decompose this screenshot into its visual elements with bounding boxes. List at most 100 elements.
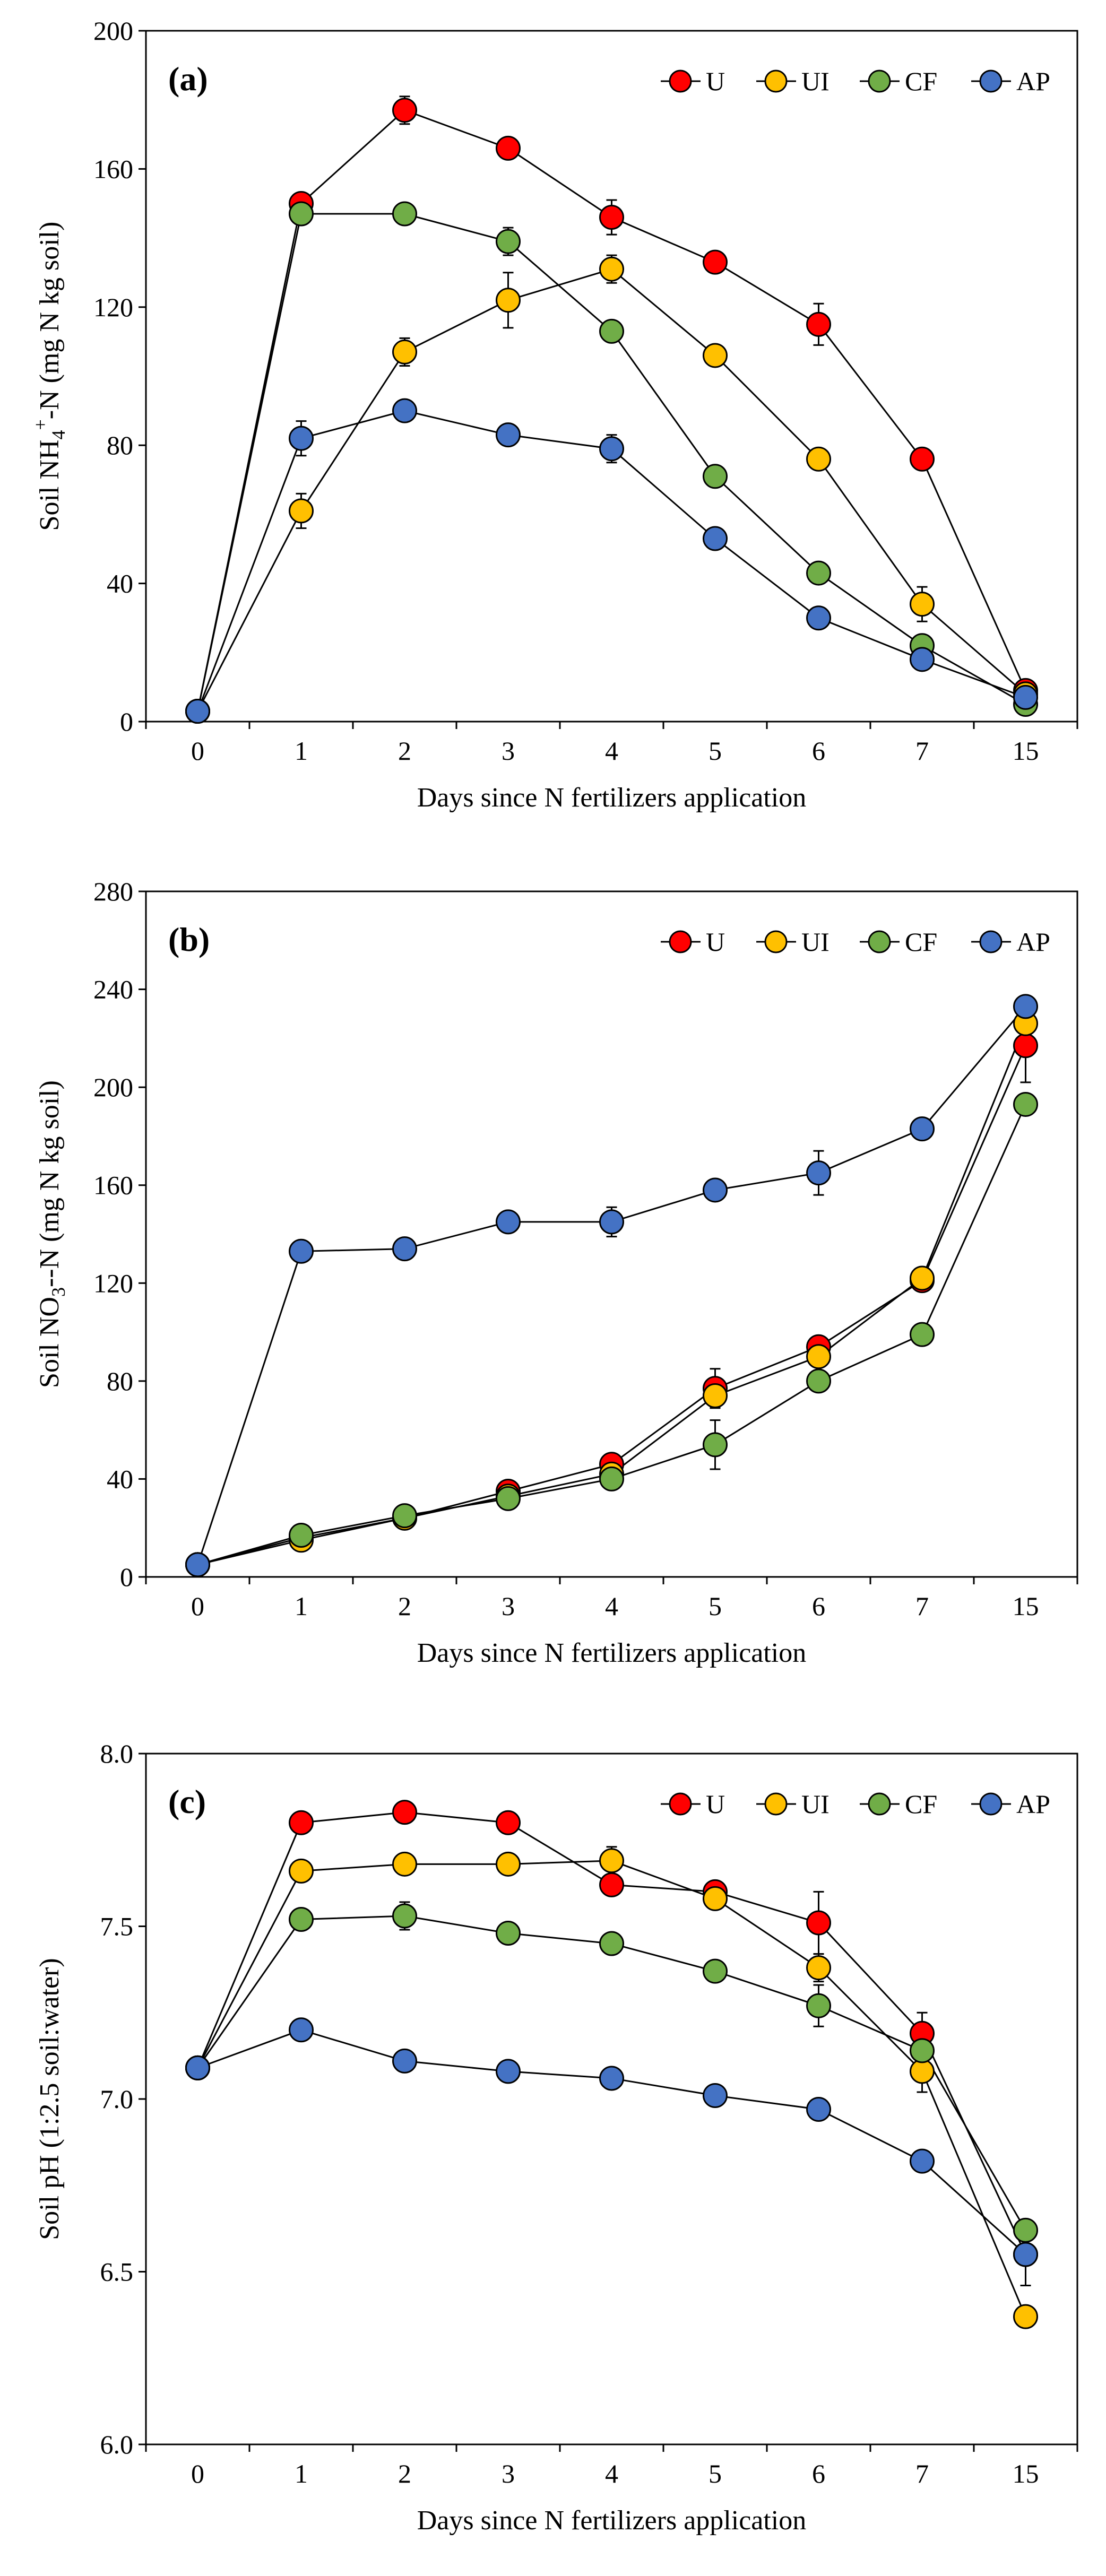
x-tick-label: 5 <box>708 1591 722 1621</box>
data-point-ui <box>289 498 314 524</box>
data-point-ap <box>806 605 831 631</box>
x-axis-title: Days since N fertilizers application <box>417 783 807 813</box>
x-tick-label: 0 <box>191 1591 204 1621</box>
x-axis-title: Days since N fertilizers application <box>417 1638 807 1668</box>
y-tick-label: 0 <box>120 707 133 736</box>
data-point-ui <box>1013 2304 1038 2329</box>
y-tick-label: 280 <box>93 877 133 906</box>
data-point-u <box>599 1872 624 1897</box>
data-point-ap <box>289 2017 314 2043</box>
legend-label: UI <box>801 927 830 957</box>
chart-panel-1: 0 40 80 120 160 200 0 1 2 3 4 5 6 7 15 Days since N fer… <box>30 16 1078 813</box>
data-point-cf <box>496 1486 521 1511</box>
legend-marker-cf <box>868 1792 891 1816</box>
legend-marker-ap <box>979 930 1003 953</box>
series-line-cf <box>197 1104 1026 1566</box>
data-point-cf <box>703 464 728 489</box>
data-point-cf <box>392 1903 417 1929</box>
x-tick-label: 1 <box>295 2459 308 2488</box>
y-tick-label: 7.5 <box>100 1912 134 1941</box>
data-point-ap <box>910 647 935 672</box>
legend-marker-u <box>669 930 692 953</box>
data-point-ap <box>703 1177 728 1203</box>
data-point-cf <box>910 1322 935 1347</box>
x-tick-label: 2 <box>398 2459 411 2488</box>
y-tick-label: 7.0 <box>100 2084 134 2114</box>
y-tick-label: 160 <box>93 154 133 184</box>
data-point-ui <box>703 343 728 368</box>
data-point-ui <box>496 1851 521 1877</box>
data-point-ap <box>392 398 417 423</box>
data-point-cf <box>806 560 831 586</box>
legend-marker-cf <box>868 70 891 93</box>
x-tick-label: 2 <box>398 736 411 766</box>
legend-marker-u <box>669 1792 692 1816</box>
legend-label: AP <box>1016 927 1050 957</box>
y-axis-title: Soil NH4+-N (mg N kg soil) <box>30 222 69 531</box>
y-axis-title-superscript: + <box>30 419 51 430</box>
y-tick-label: 160 <box>93 1170 133 1200</box>
legend-marker-ui <box>764 930 788 953</box>
series-line-ap <box>197 2029 1026 2256</box>
plot-area-frame <box>145 30 1078 723</box>
chart-panel-2: 0 40 80 120 160 200 240 280 0 1 2 3 4 5 6 7 15 Days since… <box>34 877 1078 1668</box>
legend-label: AP <box>1016 1789 1050 1819</box>
data-point-ui <box>806 446 831 472</box>
x-tick-label: 0 <box>191 736 204 766</box>
x-tick-label: 6 <box>812 2459 825 2488</box>
y-axis-title-rest: --N (mg N kg soil) <box>34 1080 65 1287</box>
data-point-u <box>1013 1033 1038 1059</box>
data-point-ap <box>392 1236 417 1262</box>
y-tick-label: 200 <box>93 1072 133 1102</box>
x-tick-label: 3 <box>502 1591 515 1621</box>
data-point-ui <box>910 2059 935 2084</box>
x-tick-label: 7 <box>915 736 929 766</box>
data-point-u <box>703 249 728 275</box>
panel-label: (a) <box>168 60 208 98</box>
y-tick-label: 0 <box>120 1562 133 1592</box>
x-tick-label: 15 <box>1013 2459 1039 2488</box>
x-tick-label: 4 <box>605 1591 618 1621</box>
legend-marker-cf <box>868 930 891 953</box>
data-point-cf <box>599 318 624 344</box>
data-point-u <box>806 1910 831 1936</box>
data-point-cf <box>599 1931 624 1956</box>
y-axis-title-main: Soil NH <box>34 440 65 531</box>
data-point-cf <box>910 2038 935 2063</box>
x-tick-label: 1 <box>295 1591 308 1621</box>
data-point-cf <box>1013 1091 1038 1117</box>
y-axis-title: Soil pH (1:2.5 soil:water) <box>34 1958 65 2240</box>
x-tick-label: 5 <box>708 736 722 766</box>
y-tick-label: 40 <box>107 1464 133 1494</box>
y-axis-title-main: Soil pH (1:2.5 soil:water) <box>34 1958 65 2240</box>
data-point-ap <box>1013 2242 1038 2267</box>
data-point-ui <box>806 1955 831 1981</box>
y-tick-label: 80 <box>107 430 133 460</box>
y-tick-label: 80 <box>107 1366 133 1396</box>
legend-label: CF <box>905 1789 937 1819</box>
data-point-ap <box>496 1209 521 1235</box>
x-tick-label: 3 <box>502 736 515 766</box>
data-point-ui <box>806 1344 831 1369</box>
data-point-ap <box>289 1238 314 1264</box>
y-tick-label: 240 <box>93 975 133 1004</box>
y-axis-title-subscript: 3 <box>48 1287 69 1297</box>
data-point-ap <box>185 698 210 724</box>
y-tick-label: 120 <box>93 292 133 322</box>
data-point-cf <box>806 1368 831 1394</box>
x-tick-label: 7 <box>915 1591 929 1621</box>
data-point-u <box>392 1800 417 1825</box>
y-tick-label: 6.0 <box>100 2430 134 2459</box>
data-point-cf <box>496 1921 521 1946</box>
data-point-ui <box>910 592 935 617</box>
x-axis-title: Days since N fertilizers application <box>417 2505 807 2536</box>
legend-label: CF <box>905 66 937 96</box>
x-tick-label: 3 <box>502 2459 515 2488</box>
panel-label: (b) <box>168 921 210 958</box>
data-point-cf <box>599 1466 624 1491</box>
legend-marker-ui <box>764 70 788 93</box>
data-point-ap <box>496 422 521 448</box>
data-point-ap <box>289 426 314 451</box>
legend-marker-ap <box>979 1792 1003 1816</box>
data-point-cf <box>289 1906 314 1932</box>
